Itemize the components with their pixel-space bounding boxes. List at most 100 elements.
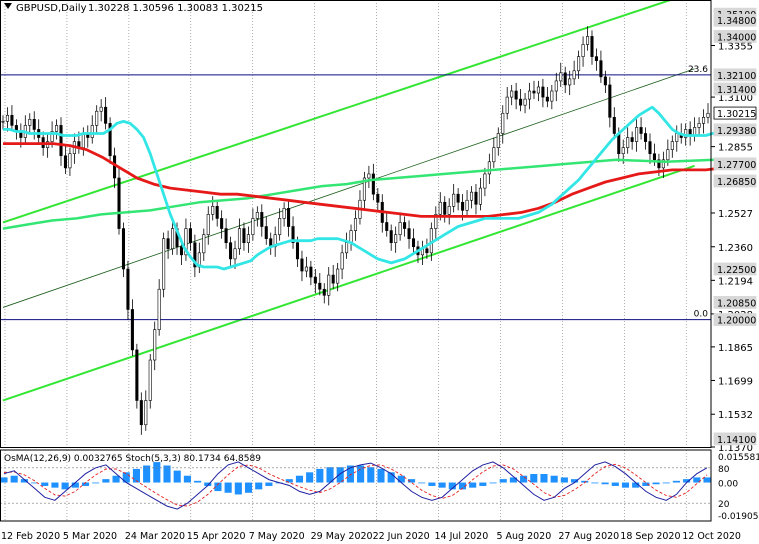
candle-body-142 (635, 127, 639, 142)
osma-bar-45 (458, 482, 467, 490)
level-label-11: 1.20000 (717, 316, 756, 327)
osma-bar-52 (530, 474, 538, 483)
candle-body-63 (282, 208, 286, 219)
candle-body-87 (389, 230, 393, 244)
fib-label-1: 0.0 (694, 310, 709, 320)
channel-lower-line (2, 164, 695, 402)
candle-body-141 (630, 137, 634, 142)
candle-body-15 (68, 153, 72, 169)
time-axis: 12 Feb 2020 5 Mar 2020 24 Mar 2020 15 Apr 2… (1, 531, 741, 542)
candle-body-72 (322, 288, 326, 296)
osma-header: OsMA(12,26,9) 0.0032765 Stoch(5,3,3) 80.… (4, 454, 261, 464)
level-labels: 1.351001.348001.340001.321001.314001.302… (713, 7, 757, 446)
candle-body-65 (291, 226, 295, 244)
candle-body-41 (184, 228, 188, 256)
x-tick-label-2: 24 Mar 2020 (125, 531, 185, 542)
candle-body-83 (371, 173, 375, 195)
osma-bar-33 (336, 467, 344, 483)
indicator-pane-frame (0, 449, 712, 522)
candle-body-137 (612, 117, 616, 134)
candle-body-131 (585, 36, 590, 45)
candle-body-38 (171, 228, 175, 250)
candle-body-133 (594, 56, 598, 61)
price-tick-label-9: 1.1532 (718, 410, 753, 421)
price-tick-label-8: 1.1699 (718, 376, 753, 387)
candle-body-113 (505, 96, 509, 114)
candle-body-125 (559, 72, 563, 82)
osma-bar-31 (316, 468, 324, 483)
osma-bar-18 (183, 475, 191, 483)
osma-bar-40 (407, 479, 416, 483)
collapse-triangle-icon[interactable] (4, 3, 12, 9)
candle-body-81 (362, 177, 366, 201)
osma-bar-39 (397, 475, 405, 483)
candle-body-52 (233, 248, 237, 260)
candle-body-114 (510, 90, 514, 98)
candle-body-158 (706, 112, 710, 118)
x-tick-label-7: 14 Jul 2020 (435, 531, 489, 542)
osma-bar-57 (581, 480, 589, 483)
level-label-box-1 (713, 13, 757, 27)
price-tick-label-1: 1.3100 (718, 93, 753, 104)
osma-bar-48 (489, 482, 497, 484)
ema-slow-line (3, 142, 723, 218)
candle-body-118 (527, 90, 532, 100)
osma-bar-66 (672, 480, 680, 483)
candle-body-20 (90, 125, 94, 138)
x-tick-label-6: 22 Jun 2020 (373, 531, 430, 542)
candle-body-43 (193, 242, 197, 268)
candle-body-146 (652, 153, 656, 161)
osma-bar-0 (0, 477, 8, 483)
candle-body-95 (425, 248, 429, 254)
candle-body-106 (474, 191, 478, 205)
price-tick-label-4: 1.2360 (718, 243, 753, 254)
level-label-1: 1.34800 (717, 16, 756, 27)
osma-bar-42 (428, 482, 436, 486)
level-label-2: 1.34000 (717, 32, 756, 43)
level-label-box-9 (713, 262, 757, 276)
candle-body-156 (697, 123, 701, 128)
candle-body-115 (514, 90, 518, 100)
price-tick-label-10: 1.1370 (718, 443, 753, 454)
candle-body-49 (220, 218, 224, 229)
level-label-9: 1.22500 (717, 265, 756, 276)
candle-body-73 (327, 274, 331, 296)
level-label-8: 1.26850 (717, 177, 756, 188)
candle-body-98 (438, 201, 442, 215)
candle-body-79 (353, 218, 358, 231)
candle-body-22 (99, 106, 103, 112)
x-tick-label-1: 5 Mar 2020 (63, 531, 117, 542)
candle-body-32 (144, 400, 148, 426)
candle-body-91 (407, 228, 411, 239)
level-label-box-4 (713, 82, 757, 96)
osma-bar-58 (591, 482, 599, 484)
main-pane-frame (0, 0, 712, 448)
osma-bar-14 (143, 465, 151, 483)
osma-bar-53 (540, 474, 548, 483)
candle-body-150 (670, 141, 674, 150)
osma-bar-11 (112, 475, 120, 483)
candle-body-123 (550, 90, 554, 102)
candle-body-57 (255, 212, 259, 219)
osma-bar-47 (479, 482, 487, 486)
candle-body-66 (295, 242, 300, 260)
candle-body-86 (385, 222, 389, 231)
candle-body-144 (644, 133, 648, 142)
candle-body-69 (309, 266, 313, 278)
osma-bar-20 (204, 482, 212, 486)
candle-body-103 (461, 201, 465, 211)
osma-bar-65 (662, 482, 670, 484)
candle-body-12 (55, 125, 59, 132)
chart-frame (0, 0, 712, 522)
osma-bar-15 (153, 462, 161, 483)
osma-bar-12 (122, 472, 130, 483)
osma-bar-28 (285, 479, 293, 483)
level-label-3: 1.32100 (717, 71, 756, 82)
candle-body-124 (554, 80, 558, 92)
osma-bar-35 (357, 465, 365, 483)
osma-tick-label-0: 0.015581 (718, 453, 759, 463)
price-tick-label-5: 1.2194 (718, 276, 753, 287)
candle-body-14 (63, 155, 67, 169)
osma-bar-1 (10, 475, 18, 483)
